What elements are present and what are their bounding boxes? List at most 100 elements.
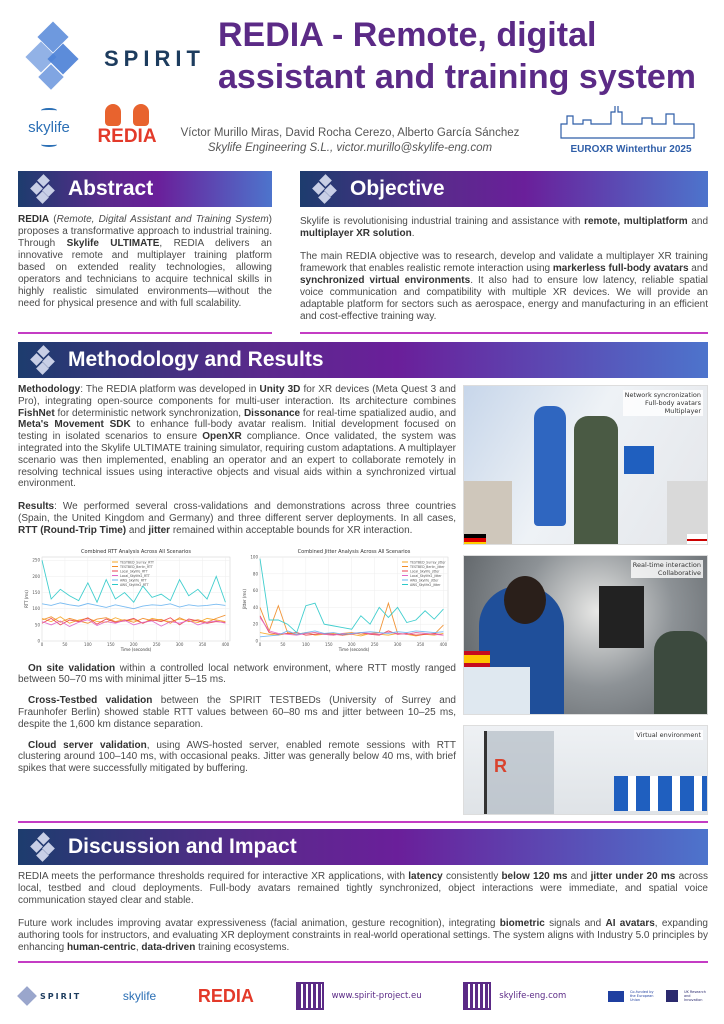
ukri-text: UK Research and Innovation	[683, 990, 706, 1002]
x-tick-label: 300	[394, 642, 402, 647]
text-span: to enhance full-body avatar realism. Ini…	[18, 419, 456, 443]
objective-text: Skylife is revolutionising industrial tr…	[300, 216, 708, 323]
skylife-url[interactable]: skylife-eng.com	[499, 991, 567, 1001]
bold-text: latency	[408, 871, 443, 882]
euroxr-logo: EUROXR Winterthur 2025	[556, 103, 706, 158]
y-tick-label: 150	[32, 590, 40, 595]
text-span: signals and	[544, 918, 606, 929]
legend-label: Local_Skylife_jitter	[410, 569, 440, 573]
text-span: ) proposes a transformative approach to …	[18, 214, 272, 249]
paragraph: REDIA (Remote, Digital Assistant and Tra…	[18, 214, 272, 310]
paragraph: Cross-Testbed validation between the SPI…	[18, 695, 456, 730]
text-span: for deterministic network synchronizatio…	[54, 407, 244, 419]
bold-text: RTT (Round-Trip Time)	[18, 524, 127, 536]
series-line-5	[41, 559, 226, 603]
bold-text: remote, multiplatform	[584, 216, 688, 227]
uk-flag	[687, 534, 707, 544]
abstract-text: REDIA (Remote, Digital Assistant and Tra…	[18, 214, 272, 310]
spain-flag	[464, 651, 490, 667]
legend-label: Local_Skylife2_jitter	[410, 573, 442, 577]
x-tick-label: 350	[199, 642, 207, 647]
text-span: .	[411, 228, 415, 239]
bold-text: REDIA	[18, 214, 50, 225]
section-diamond-icon	[312, 174, 338, 204]
abstract-divider	[18, 332, 272, 334]
x-tick-label: 100	[302, 642, 310, 647]
paragraph: Future work includes improving avatar ex…	[18, 918, 708, 954]
objective-divider	[300, 332, 708, 334]
section-diamond-icon	[30, 174, 56, 204]
text-span: ,	[135, 942, 142, 953]
legend-label: AWS_Skylife2_jitter	[410, 582, 441, 586]
methodology-divider	[18, 821, 708, 823]
affiliation: Skylife Engineering S.L., victor.murillo…	[207, 142, 493, 154]
legend-label: TESTBED_Berlin_jitter	[409, 564, 445, 568]
bold-text: Meta's Movement SDK	[18, 419, 131, 431]
text-span: and	[567, 871, 591, 882]
series-line-3	[41, 618, 226, 627]
y-tick-label: 100	[250, 554, 258, 559]
photo-caption: Real-time interaction Collaborative	[630, 560, 703, 578]
text-span: , REDIA delivers an innovative remote an…	[18, 238, 272, 309]
discussion-text: REDIA meets the performance thresholds r…	[18, 871, 708, 954]
caption-line: Collaborative	[657, 569, 701, 577]
text-span: remained within acceptable bounds for XR…	[170, 524, 413, 536]
text-span: training ecosystems.	[195, 942, 290, 953]
text-span: : The REDIA platform was developed in	[80, 384, 260, 395]
caption-line: Network syncronization	[624, 391, 701, 399]
photo-virtual-environment: R Virtual environment	[463, 725, 708, 815]
x-tick-label: 0	[259, 642, 262, 647]
bold-text: Methodology	[18, 384, 81, 395]
y-tick-label: 20	[253, 621, 259, 626]
caption-line: Full-body avatars	[644, 399, 701, 407]
authors: Víctor Murillo Miras, David Rocha Cerezo…	[180, 127, 520, 139]
bold-text: Results	[18, 501, 55, 513]
validation-text: On site validation within a controlled l…	[18, 663, 456, 775]
footer-spirit-text: SPIRIT	[40, 991, 82, 1001]
text-span: The main REDIA objective was to research…	[300, 251, 708, 274]
text-span: , using AWS-hosted server, enabled remot…	[18, 739, 456, 775]
bold-text: multiplayer XR solution	[300, 228, 412, 239]
paragraph: On site validation within a controlled l…	[18, 663, 456, 687]
series-line-0	[41, 615, 226, 624]
y-tick-label: 250	[32, 557, 40, 562]
legend-label: TESTBED_Berlin_RTT	[119, 564, 153, 568]
y-tick-label: 60	[253, 588, 259, 593]
y-tick-label: 0	[255, 638, 258, 643]
funding-logos: Co-funded by the European Union UK Resea…	[607, 990, 710, 1002]
spirit-url[interactable]: www.spirit-project.eu	[331, 991, 422, 1001]
section-diamond-icon	[30, 345, 56, 375]
germany-flag	[464, 534, 486, 544]
chart-title: Combined Jitter Analysis Across All Scen…	[298, 549, 411, 555]
y-tick-label: 50	[35, 622, 41, 627]
spirit-website-link[interactable]: www.spirit-project.eu	[295, 982, 422, 1010]
caption-line: Multiplayer	[664, 407, 701, 415]
bold-text: Cloud server validation	[28, 739, 147, 751]
methodology-header: Methodology and Results	[18, 342, 708, 378]
x-tick-label: 250	[153, 642, 161, 647]
x-tick-label: 300	[176, 642, 184, 647]
euroxr-logo-text: EUROXR Winterthur 2025	[570, 144, 692, 155]
bold-text: synchronized virtual environments	[300, 275, 471, 286]
qr-code-icon	[295, 982, 324, 1010]
discussion-header: Discussion and Impact	[18, 829, 708, 865]
x-tick-label: 200	[348, 642, 356, 647]
x-axis-label: Time (seconds)	[120, 647, 152, 652]
abstract-header: Abstract	[18, 171, 272, 207]
footer-spirit-logo: SPIRIT	[17, 986, 82, 1006]
paragraph: Results: We performed several cross-vali…	[18, 501, 456, 536]
methodology-column: Methodology: The REDIA platform was deve…	[18, 384, 456, 775]
photo-caption: Virtual environment	[634, 730, 703, 740]
text-span: across local, testbed and cloud deployme…	[18, 871, 709, 906]
qr-code-icon	[463, 982, 492, 1010]
bold-text: data-driven	[141, 942, 196, 953]
y-axis-label: Jitter (ms)	[242, 588, 247, 609]
footer: SPIRIT skylife REDIA www.spirit-project.…	[17, 975, 710, 1017]
discussion-heading: Discussion and Impact	[68, 835, 297, 858]
y-axis-label: RTT (ms)	[24, 589, 29, 607]
spirit-logo-text: SPIRIT	[104, 46, 202, 71]
skylife-website-link[interactable]: skylife-eng.com	[463, 982, 566, 1010]
photo-multiplayer: Network syncronization Full-body avatars M…	[463, 385, 708, 545]
bold-text: FishNet	[18, 407, 55, 419]
bold-text: Cross-Testbed validation	[28, 695, 153, 707]
